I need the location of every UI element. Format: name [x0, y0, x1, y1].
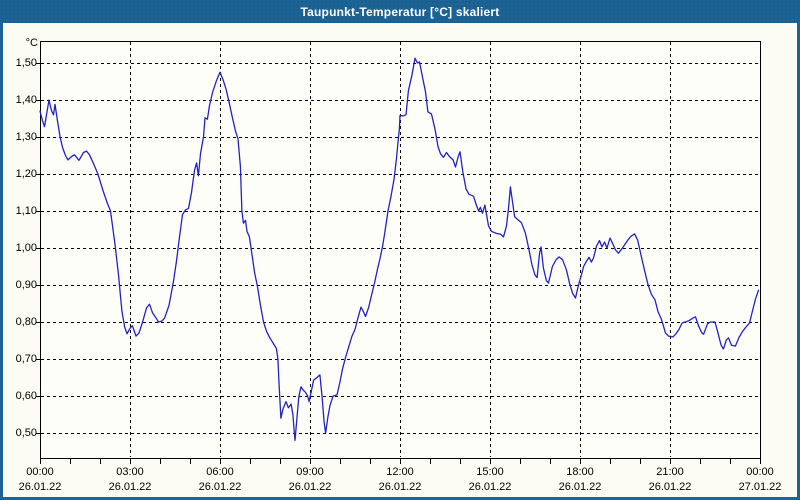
dewpoint-series-line: [39, 57, 760, 442]
chart-title: Taupunkt-Temperatur [°C] skaliert: [300, 4, 500, 19]
title-bar: Taupunkt-Temperatur [°C] skaliert: [0, 0, 800, 23]
